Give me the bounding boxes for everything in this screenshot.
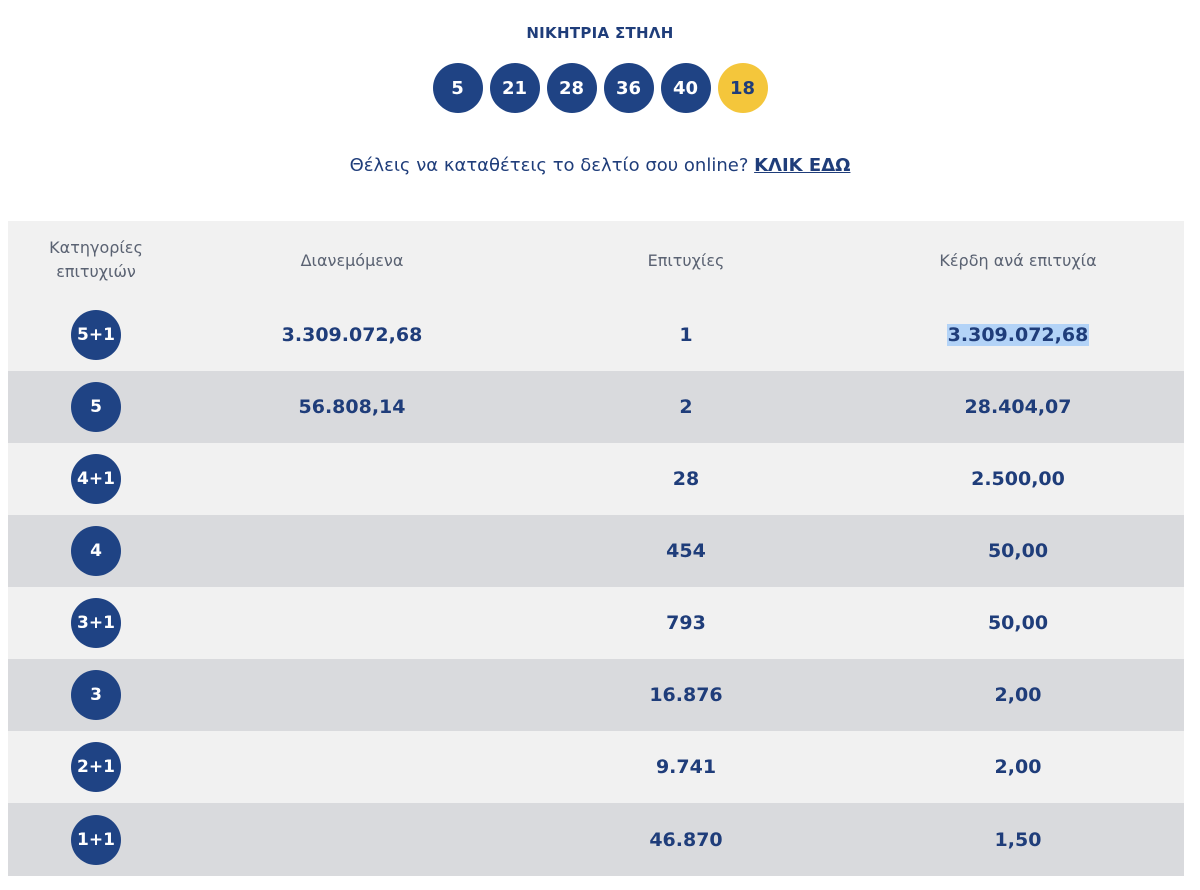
prize-table-header: Κατηγορίες επιτυχιών Διανεμόμενα Επιτυχί… bbox=[8, 221, 1184, 299]
table-row: 4 454 50,00 bbox=[8, 515, 1184, 587]
table-row: 3+1 793 50,00 bbox=[8, 587, 1184, 659]
prize-cell: 28.404,07 bbox=[964, 396, 1072, 418]
header-winners: Επιτυχίες bbox=[647, 250, 725, 270]
winning-number-ball: 5 bbox=[432, 63, 483, 113]
table-row: 5 56.808,14 2 28.404,07 bbox=[8, 371, 1184, 443]
winners-cell: 28 bbox=[672, 468, 700, 490]
distributed-cell: 56.808,14 bbox=[298, 396, 406, 418]
winning-numbers: 5 21 28 36 40 18 bbox=[0, 63, 1200, 113]
category-badge: 4 bbox=[71, 526, 121, 576]
online-ticket-prompt: Θέλεις να καταθέτεις το δελτίο σου onlin… bbox=[0, 155, 1200, 176]
category-badge: 3+1 bbox=[71, 598, 121, 648]
category-badge: 2+1 bbox=[71, 742, 121, 792]
table-row: 2+1 9.741 2,00 bbox=[8, 731, 1184, 803]
category-badge: 4+1 bbox=[71, 454, 121, 504]
category-badge: 1+1 bbox=[71, 814, 121, 865]
prize-table: Κατηγορίες επιτυχιών Διανεμόμενα Επιτυχί… bbox=[8, 221, 1184, 876]
winning-number-ball: 28 bbox=[546, 63, 597, 113]
winners-cell: 46.870 bbox=[649, 828, 723, 851]
category-badge: 5+1 bbox=[71, 310, 121, 360]
table-row: 4+1 28 2.500,00 bbox=[8, 443, 1184, 515]
winning-number-ball: 36 bbox=[603, 63, 654, 113]
click-here-link[interactable]: ΚΛΙΚ ΕΔΩ bbox=[754, 155, 851, 176]
winning-number-ball: 40 bbox=[660, 63, 711, 113]
prize-cell: 3.309.072,68 bbox=[946, 324, 1090, 346]
distributed-cell: 3.309.072,68 bbox=[281, 324, 423, 346]
winners-cell: 793 bbox=[666, 612, 706, 634]
table-row: 1+1 46.870 1,50 bbox=[8, 803, 1184, 876]
header-prize: Κέρδη ανά επιτυχία bbox=[939, 250, 1097, 270]
category-badge: 5 bbox=[71, 382, 121, 432]
winners-cell: 9.741 bbox=[655, 756, 717, 778]
winners-cell: 2 bbox=[679, 396, 693, 418]
prize-cell: 2,00 bbox=[994, 756, 1042, 778]
winners-cell: 1 bbox=[679, 324, 693, 346]
category-badge: 3 bbox=[71, 670, 121, 720]
table-row: 3 16.876 2,00 bbox=[8, 659, 1184, 731]
winning-number-ball: 21 bbox=[489, 63, 540, 113]
prize-cell: 1,50 bbox=[994, 828, 1042, 851]
prize-cell: 2.500,00 bbox=[971, 468, 1065, 490]
winners-cell: 454 bbox=[666, 540, 706, 562]
bonus-number-ball: 18 bbox=[717, 63, 768, 113]
header-distributed: Διανεμόμενα bbox=[300, 250, 404, 270]
prize-cell: 50,00 bbox=[987, 540, 1049, 562]
table-row: 5+1 3.309.072,68 1 3.309.072,68 bbox=[8, 299, 1184, 371]
winning-column-title: ΝΙΚΗΤΡΙΑ ΣΤΗΛΗ bbox=[526, 24, 674, 42]
prize-cell: 50,00 bbox=[987, 612, 1049, 634]
winners-cell: 16.876 bbox=[649, 684, 723, 706]
header-category: Κατηγορίες επιτυχιών bbox=[49, 238, 143, 281]
online-ticket-text: Θέλεις να καταθέτεις το δελτίο σου onlin… bbox=[349, 155, 749, 176]
prize-cell: 2,00 bbox=[994, 684, 1042, 706]
